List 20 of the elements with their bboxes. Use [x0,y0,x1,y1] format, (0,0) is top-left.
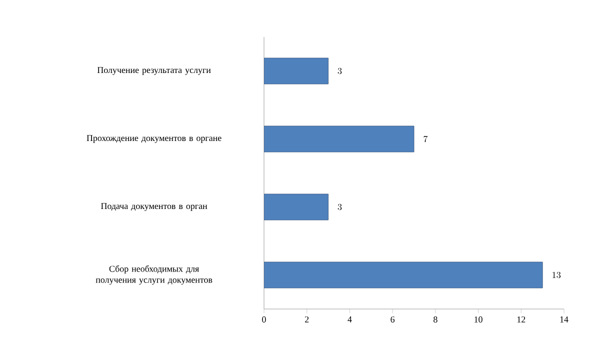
x-tick-label: 2 [305,316,309,322]
y-tick-label: Получение результата услуги [97,67,211,75]
bar [264,58,328,84]
y-tick-label: Прохождение документов в органе [86,135,222,143]
x-tick-label: 0 [262,316,266,322]
x-tick-label: 12 [517,316,526,322]
x-tick-label: 8 [434,316,438,322]
bar [264,262,543,288]
x-tick-label: 6 [390,316,395,322]
data-label: 7 [424,136,428,142]
x-tick-label: 10 [474,316,482,322]
data-label: 13 [552,272,561,278]
bar [264,126,414,152]
y-tick-label: Подача документов в орган [101,203,208,211]
bar [264,194,328,220]
y-tick-label: Сбор необходимых для получения услуги документов [96,265,212,285]
x-tick-label: 14 [560,316,568,322]
data-label: 3 [338,204,342,210]
x-tick-label: 4 [348,316,352,322]
data-label: 3 [338,68,342,74]
